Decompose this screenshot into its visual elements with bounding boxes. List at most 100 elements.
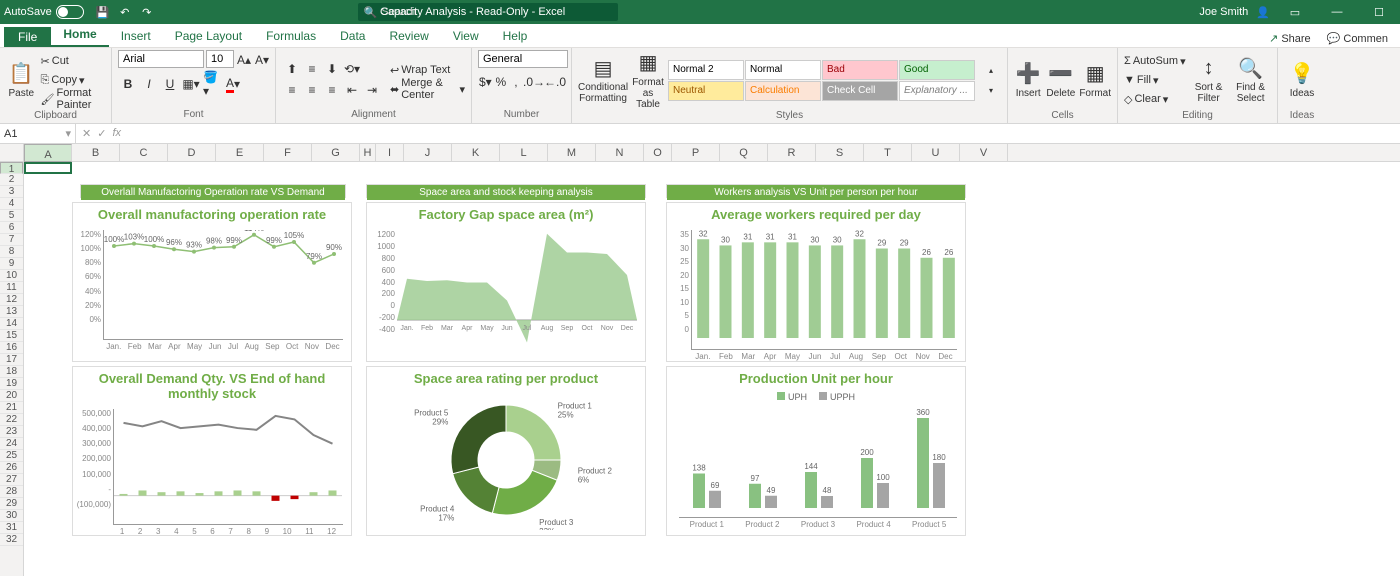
row-header-16[interactable]: 16 [0, 342, 23, 354]
format-cells-button[interactable]: ▦Format [1079, 50, 1111, 110]
delete-cells-button[interactable]: ➖Delete [1046, 50, 1075, 110]
comments-button[interactable]: 💬Commen [1321, 30, 1394, 47]
row-header-11[interactable]: 11 [0, 282, 23, 294]
fx-icon[interactable]: fx [112, 127, 121, 140]
chart-gap-space[interactable]: Factory Gap space area (m²) 120010008006… [366, 202, 646, 362]
row-header-20[interactable]: 20 [0, 390, 23, 402]
decrease-indent-button[interactable]: ⇤ [342, 80, 362, 100]
underline-button[interactable]: U [160, 74, 180, 94]
font-name-select[interactable] [118, 50, 204, 68]
increase-decimal-button[interactable]: .0→ [524, 72, 544, 92]
col-header-E[interactable]: E [216, 144, 264, 161]
borders-button[interactable]: ▦▾ [181, 74, 201, 94]
col-header-J[interactable]: J [404, 144, 452, 161]
conditional-formatting-button[interactable]: ▤Conditional Formatting [578, 50, 628, 110]
cancel-formula-icon[interactable]: ✕ [82, 127, 91, 140]
chart-demand-stock[interactable]: Overall Demand Qty. VS End of hand month… [72, 366, 352, 536]
tab-home[interactable]: Home [51, 23, 108, 47]
decrease-decimal-button[interactable]: ←.0 [545, 72, 565, 92]
style-check-cell[interactable]: Check Cell [822, 81, 898, 101]
row-header-6[interactable]: 6 [0, 222, 23, 234]
row-header-15[interactable]: 15 [0, 330, 23, 342]
fill-color-button[interactable]: 🪣▾ [202, 74, 222, 94]
chart-uph[interactable]: Production Unit per hour UPH UPPH 138699… [666, 366, 966, 536]
col-header-S[interactable]: S [816, 144, 864, 161]
col-header-Q[interactable]: Q [720, 144, 768, 161]
col-header-T[interactable]: T [864, 144, 912, 161]
col-header-G[interactable]: G [312, 144, 360, 161]
number-format-select[interactable] [478, 50, 568, 68]
row-header-10[interactable]: 10 [0, 270, 23, 282]
user-name[interactable]: Joe Smith [1199, 6, 1248, 18]
col-header-I[interactable]: I [376, 144, 404, 161]
row-header-19[interactable]: 19 [0, 378, 23, 390]
row-header-7[interactable]: 7 [0, 234, 23, 246]
row-header-17[interactable]: 17 [0, 354, 23, 366]
select-all-corner[interactable] [0, 144, 24, 161]
row-header-26[interactable]: 26 [0, 462, 23, 474]
style-normal[interactable]: Normal [745, 60, 821, 80]
col-header-U[interactable]: U [912, 144, 960, 161]
tab-view[interactable]: View [441, 25, 491, 47]
styles-scroll-down[interactable]: ▾ [981, 80, 1001, 100]
tab-insert[interactable]: Insert [109, 25, 163, 47]
col-header-P[interactable]: P [672, 144, 720, 161]
undo-icon[interactable]: ↶ [116, 3, 134, 21]
row-header-24[interactable]: 24 [0, 438, 23, 450]
share-button[interactable]: ↗Share [1263, 30, 1317, 47]
row-header-13[interactable]: 13 [0, 306, 23, 318]
autosave-toggle[interactable]: AutoSave [4, 5, 84, 19]
decrease-font-icon[interactable]: A▾ [254, 50, 270, 70]
row-header-22[interactable]: 22 [0, 414, 23, 426]
align-bottom-button[interactable]: ⬇ [322, 59, 342, 79]
save-icon[interactable]: 💾 [94, 3, 112, 21]
font-size-select[interactable] [206, 50, 234, 68]
italic-button[interactable]: I [139, 74, 159, 94]
row-header-27[interactable]: 27 [0, 474, 23, 486]
row-header-4[interactable]: 4 [0, 198, 23, 210]
col-header-V[interactable]: V [960, 144, 1008, 161]
row-header-32[interactable]: 32 [0, 534, 23, 546]
format-as-table-button[interactable]: ▦Format as Table [632, 50, 664, 110]
increase-font-icon[interactable]: A▴ [236, 50, 252, 70]
tab-help[interactable]: Help [491, 25, 540, 47]
tab-page-layout[interactable]: Page Layout [163, 25, 254, 47]
style-good[interactable]: Good [899, 60, 975, 80]
worksheet[interactable]: Overlall Manufactoring Operation rate VS… [24, 162, 1400, 576]
tab-review[interactable]: Review [377, 25, 440, 47]
style-calculation[interactable]: Calculation [745, 81, 821, 101]
format-painter-button[interactable]: 🖌 Format Painter [41, 90, 105, 108]
percent-button[interactable]: % [494, 72, 508, 92]
align-middle-button[interactable]: ≡ [302, 59, 322, 79]
bold-button[interactable]: B [118, 74, 138, 94]
increase-indent-button[interactable]: ⇥ [362, 80, 382, 100]
enter-formula-icon[interactable]: ✓ [97, 127, 106, 140]
row-header-14[interactable]: 14 [0, 318, 23, 330]
merge-center-button[interactable]: ⬌ Merge & Center ▾ [390, 80, 465, 98]
row-header-3[interactable]: 3 [0, 186, 23, 198]
sort-filter-button[interactable]: ↕Sort & Filter [1190, 50, 1228, 110]
tab-file[interactable]: File [4, 27, 51, 47]
user-avatar-icon[interactable]: 👤 [1256, 6, 1270, 19]
col-header-C[interactable]: C [120, 144, 168, 161]
style-explanatory-[interactable]: Explanatory ... [899, 81, 975, 101]
col-header-O[interactable]: O [644, 144, 672, 161]
col-header-N[interactable]: N [596, 144, 644, 161]
autosum-button[interactable]: Σ AutoSum ▾ [1124, 52, 1186, 70]
col-header-M[interactable]: M [548, 144, 596, 161]
col-header-B[interactable]: B [72, 144, 120, 161]
ribbon-display-icon[interactable]: ▭ [1278, 0, 1312, 24]
ideas-button[interactable]: 💡Ideas [1284, 50, 1320, 110]
row-header-25[interactable]: 25 [0, 450, 23, 462]
align-right-button[interactable]: ≡ [322, 80, 342, 100]
align-left-button[interactable]: ≡ [282, 80, 302, 100]
col-header-F[interactable]: F [264, 144, 312, 161]
row-header-31[interactable]: 31 [0, 522, 23, 534]
tab-data[interactable]: Data [328, 25, 377, 47]
style-normal-2[interactable]: Normal 2 [668, 60, 744, 80]
align-center-button[interactable]: ≡ [302, 80, 322, 100]
maximize-button[interactable]: ☐ [1362, 0, 1396, 24]
row-header-18[interactable]: 18 [0, 366, 23, 378]
chart-space-rating[interactable]: Space area rating per product Product 12… [366, 366, 646, 536]
row-header-28[interactable]: 28 [0, 486, 23, 498]
